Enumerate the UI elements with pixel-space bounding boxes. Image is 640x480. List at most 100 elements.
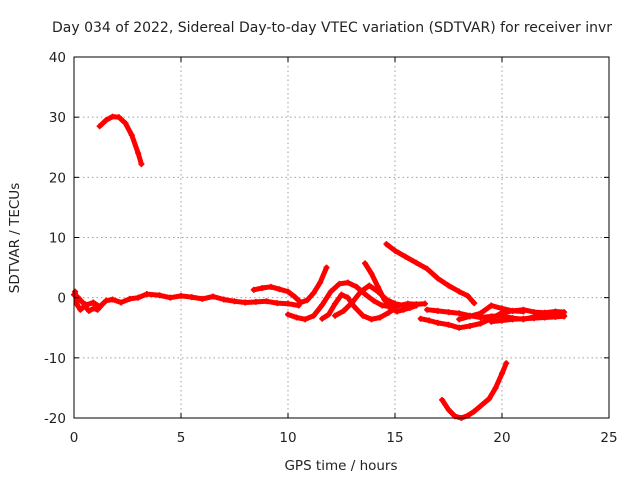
data-point (317, 279, 324, 286)
data-point (319, 315, 326, 322)
data-point (368, 270, 375, 277)
data-point (327, 288, 334, 295)
data-point (421, 300, 428, 307)
data-point (199, 295, 206, 302)
data-point (392, 247, 398, 254)
series-line (383, 241, 477, 306)
data-point (338, 291, 345, 298)
x-axis-label: GPS time / hours (284, 458, 397, 474)
data-point (138, 161, 145, 168)
data-point (349, 299, 356, 306)
data-point (471, 408, 478, 415)
data-point (143, 291, 150, 298)
data-point (79, 299, 86, 306)
data-point (434, 319, 441, 326)
data-point (383, 241, 390, 248)
data-point (103, 117, 110, 124)
series-arc-late-bottom (488, 313, 568, 325)
data-point (302, 316, 309, 323)
data-point (456, 316, 463, 323)
data-point (250, 286, 257, 293)
data-point (366, 282, 373, 289)
data-point (242, 299, 249, 306)
data-point (413, 302, 420, 309)
data-point (520, 315, 527, 322)
data-point (417, 315, 424, 322)
series-arc-early-high (96, 113, 145, 168)
data-point (477, 402, 484, 409)
data-point (353, 283, 360, 290)
data-point (357, 288, 364, 295)
data-point (488, 302, 495, 309)
data-point (387, 305, 394, 312)
data-point (340, 307, 347, 314)
x-tick-label: 20 (493, 430, 510, 446)
data-point (499, 370, 505, 377)
data-point (319, 301, 326, 308)
series-arc-spike-a (362, 260, 420, 315)
data-point (434, 275, 441, 282)
data-point (381, 296, 388, 303)
data-point (370, 297, 377, 304)
data-point (109, 113, 116, 120)
data-point (167, 294, 174, 301)
data-point (466, 322, 473, 329)
data-point (492, 384, 499, 391)
data-point (471, 300, 478, 307)
y-axis-label: SDTVAR / TECUs (7, 183, 23, 293)
data-point (259, 285, 266, 292)
data-point (477, 310, 484, 317)
data-point (252, 298, 259, 305)
y-tick-label: 10 (49, 231, 66, 247)
data-point (552, 308, 559, 315)
data-point (126, 295, 133, 302)
x-tick-label: 25 (600, 430, 617, 446)
data-point (486, 395, 493, 402)
series-arc-late-dip (439, 360, 510, 421)
data-point (285, 300, 291, 307)
data-point (344, 294, 351, 301)
data-point (332, 300, 339, 307)
data-point (379, 302, 386, 309)
data-point (531, 315, 538, 322)
grid-layer (74, 57, 609, 418)
data-point (310, 312, 317, 319)
data-point (72, 288, 79, 295)
data-point (509, 307, 516, 314)
data-point (445, 321, 452, 328)
y-tick-label: 40 (49, 50, 66, 66)
data-point (336, 280, 343, 287)
data-point (426, 317, 433, 324)
data-point (456, 310, 463, 317)
data-point (267, 283, 274, 290)
data-point (464, 292, 471, 299)
data-point (374, 283, 381, 290)
x-tick-label: 10 (279, 430, 296, 446)
tick-layer: 0 5 10 15 20 25 -20 -10 0 10 20 30 40 (44, 50, 618, 446)
data-point (368, 316, 375, 323)
data-point (323, 264, 330, 271)
data-point (377, 314, 384, 321)
x-tick-label: 0 (70, 430, 79, 446)
data-point (274, 300, 281, 307)
data-point (135, 294, 142, 301)
data-point (445, 309, 452, 316)
series-arc-high-decline (383, 241, 478, 307)
data-point (362, 291, 369, 298)
data-point (263, 298, 270, 305)
data-point (400, 306, 407, 313)
data-point (285, 311, 291, 318)
data-point (77, 306, 84, 313)
data-point (392, 300, 398, 307)
data-point (477, 320, 484, 327)
data-point (561, 313, 568, 320)
data-point (359, 312, 366, 319)
y-tick-label: -10 (44, 351, 66, 367)
y-tick-label: 20 (49, 170, 66, 186)
data-point (122, 120, 129, 127)
data-point (406, 304, 413, 311)
data-point (98, 301, 105, 308)
series-arc-late-middle (456, 302, 568, 323)
data-point (362, 260, 369, 267)
y-tick-label: -20 (44, 411, 66, 427)
